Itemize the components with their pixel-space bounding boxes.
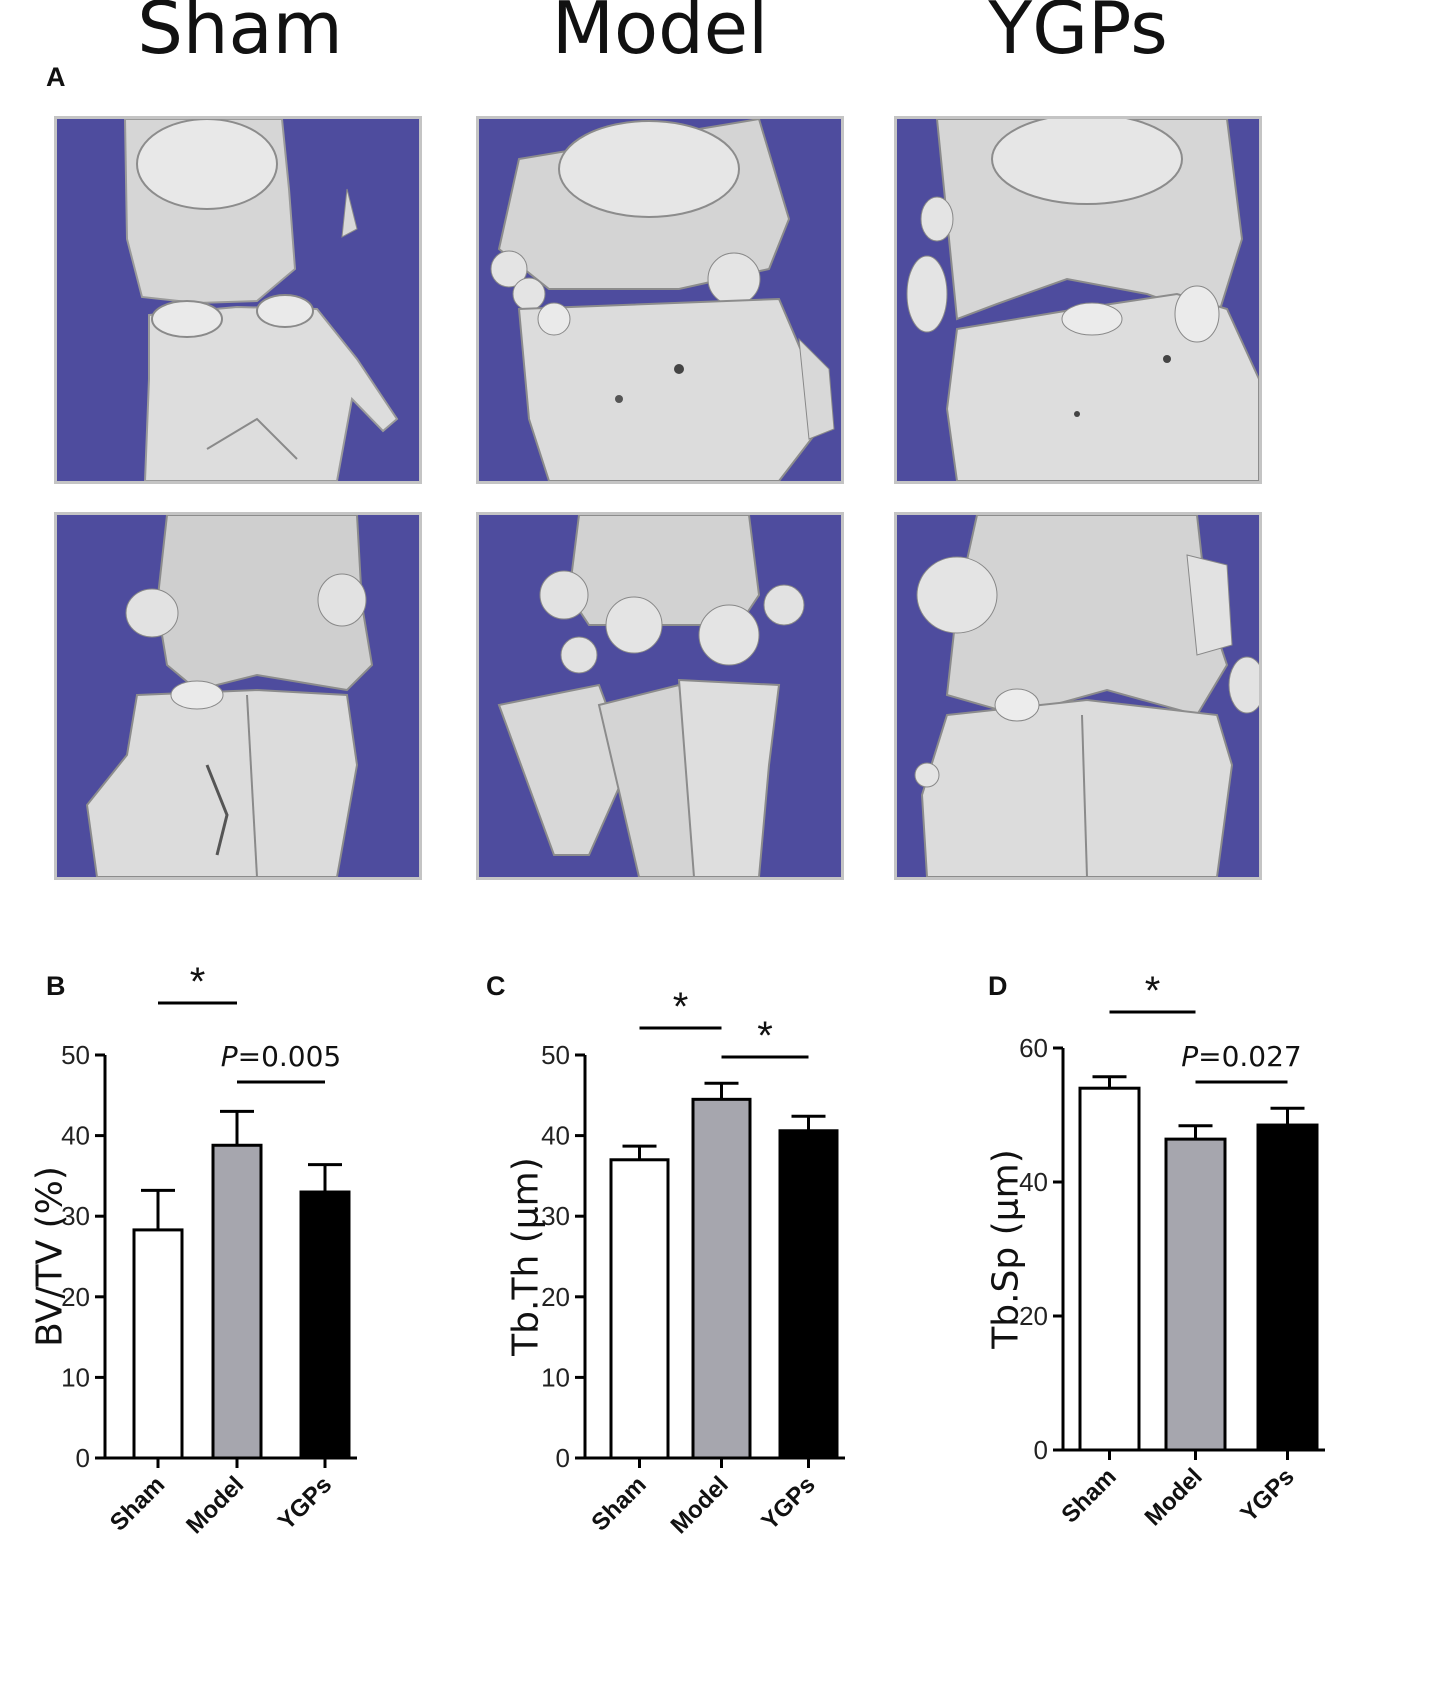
y-tick-label-d-40: 40 (1019, 1167, 1048, 1197)
y-tick-label-c-10: 10 (541, 1362, 570, 1392)
panel-label-b: B (46, 971, 66, 1001)
x-category-label-b-sham: Sham (105, 1471, 170, 1536)
bar-c-ygps (778, 1129, 839, 1460)
y-tick-label-c-40: 40 (541, 1121, 570, 1151)
significance-star-c-2: * (757, 1014, 773, 1058)
x-category-label-c-sham: Sham (586, 1471, 651, 1536)
y-tick-label-d-60: 60 (1019, 1033, 1048, 1063)
x-category-label-b-model: Model (181, 1471, 249, 1539)
bar-c-sham (609, 1158, 670, 1460)
y-tick-label-b-50: 50 (61, 1040, 90, 1070)
micro-ct-image-sham-top (54, 116, 422, 484)
bar-b-model (211, 1143, 263, 1460)
y-tick-label-b-30: 30 (61, 1201, 90, 1231)
p-value-label-d: P=0.027 (1181, 1040, 1302, 1073)
bar-b-sham (132, 1228, 184, 1460)
micro-ct-image-ygps-top (894, 116, 1262, 484)
column-title-sham: Sham (137, 0, 343, 70)
y-axis-title-d: Tb.Sp (μm) (986, 1149, 1027, 1350)
y-tick-label-d-0: 0 (1034, 1435, 1048, 1465)
significance-star-b-1: * (190, 960, 206, 1004)
bar-b-ygps (299, 1190, 351, 1460)
micro-ct-image-model-bottom (476, 512, 844, 880)
p-value-symbol-b: P (221, 1040, 238, 1073)
x-category-label-d-ygps: YGPs (1235, 1463, 1299, 1527)
y-axis-title-c: Tb.Th (μm) (506, 1157, 547, 1357)
p-value-symbol-d: P (1181, 1040, 1198, 1073)
x-category-label-c-model: Model (666, 1471, 734, 1539)
significance-star-d-1: * (1145, 969, 1161, 1013)
bar-d-model (1164, 1137, 1227, 1452)
y-tick-label-c-50: 50 (541, 1040, 570, 1070)
y-tick-label-c-30: 30 (541, 1201, 570, 1231)
x-category-label-c-ygps: YGPs (756, 1471, 820, 1535)
x-category-label-d-model: Model (1140, 1463, 1208, 1531)
x-category-label-d-sham: Sham (1056, 1463, 1121, 1528)
micro-ct-image-sham-bottom (54, 512, 422, 880)
y-tick-label-b-0: 0 (76, 1443, 90, 1473)
y-tick-label-b-40: 40 (61, 1121, 90, 1151)
y-tick-label-c-20: 20 (541, 1282, 570, 1312)
y-axis-title-b: BV/TV (%) (30, 1166, 71, 1347)
panel-label-d: D (988, 971, 1008, 1001)
y-tick-label-b-10: 10 (61, 1362, 90, 1392)
p-value-label-b: P=0.005 (221, 1040, 342, 1073)
panel-label-c: C (486, 971, 506, 1001)
y-tick-label-b-20: 20 (61, 1282, 90, 1312)
panel-label-a: A (46, 62, 66, 92)
y-tick-label-c-0: 0 (556, 1443, 570, 1473)
p-value-number-d: =0.027 (1198, 1040, 1302, 1073)
micro-ct-image-ygps-bottom (894, 512, 1262, 880)
column-title-ygps: YGPs (988, 0, 1168, 70)
bar-d-sham (1078, 1086, 1141, 1452)
x-category-label-b-ygps: YGPs (273, 1471, 337, 1535)
column-title-model: Model (551, 0, 769, 70)
bar-d-ygps (1256, 1123, 1319, 1452)
y-tick-label-d-20: 20 (1019, 1301, 1048, 1331)
bar-c-model (691, 1097, 752, 1460)
significance-star-c-1: * (673, 985, 689, 1029)
micro-ct-image-model-top (476, 116, 844, 484)
p-value-number-b: =0.005 (238, 1040, 342, 1073)
